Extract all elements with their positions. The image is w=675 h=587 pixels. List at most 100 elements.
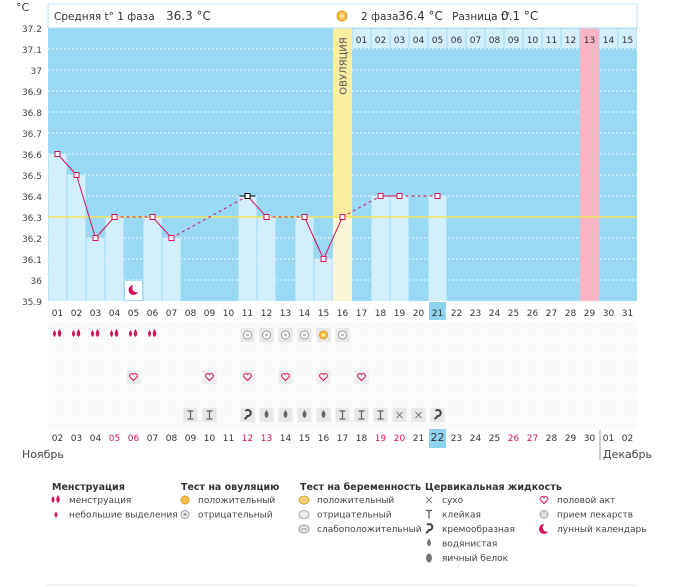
- menstruation-icon: [129, 329, 138, 337]
- legend-item-label: половой акт: [557, 496, 615, 506]
- heart-cell: [240, 370, 255, 384]
- top-day-cell: [409, 29, 428, 48]
- menstruation-icon: [72, 329, 81, 337]
- date-label: 01: [603, 434, 614, 444]
- phase2-value: 36.4 °C: [398, 9, 443, 23]
- top-day-cell: [542, 29, 561, 48]
- legend-creamy-icon: [425, 523, 434, 534]
- y-tick-label: 36.2: [22, 235, 42, 245]
- date-label: 06: [128, 434, 140, 444]
- top-day-label: 11: [546, 36, 557, 46]
- legend-watery-icon: [427, 538, 431, 547]
- drop-shape: [56, 495, 60, 503]
- date-label: 03: [71, 434, 82, 444]
- cycle-day-label: 19: [394, 309, 406, 319]
- temperature-series: [54, 151, 441, 262]
- cycle-day-label: 08: [185, 309, 197, 319]
- test-center: [322, 333, 325, 337]
- fluid-shape: [396, 411, 403, 419]
- shape: [183, 513, 187, 516]
- date-label: 07: [147, 434, 158, 444]
- legend-pill-icon: [539, 510, 549, 519]
- date-label: 12: [242, 434, 253, 444]
- y-tick-label: 35.9: [22, 298, 42, 308]
- temperature-point: [244, 193, 251, 199]
- heart-shape: [281, 373, 290, 382]
- temperature-segment: [95, 216, 115, 239]
- drop-shape: [95, 329, 100, 337]
- drop-shape: [129, 330, 132, 337]
- top-day-cell: [390, 29, 409, 48]
- cycle-day-label: 29: [584, 309, 596, 319]
- legend: Менструация менструация небольшие выделени…: [51, 482, 647, 564]
- top-day-cell: [580, 29, 599, 48]
- ovulation-negative-icon: [259, 328, 274, 342]
- fluid-sticky-icon: [335, 408, 350, 422]
- top-day-cell: [561, 29, 580, 48]
- date-label: 02: [622, 434, 633, 444]
- drop-shape: [91, 330, 94, 337]
- heart-shape: [205, 373, 214, 382]
- fluid-sticky-icon: [373, 408, 388, 422]
- fluid-shape: [321, 410, 326, 418]
- legend-ov-neg-icon: [180, 510, 190, 519]
- cycle-day-label: 15: [318, 309, 329, 319]
- heart-shape: [129, 373, 138, 382]
- date-label: 19: [375, 434, 387, 444]
- ovulation-negative-icon: [335, 328, 350, 342]
- fluid-dry-icon: [411, 408, 426, 422]
- legend-item-label: отрицательный: [198, 511, 273, 521]
- temperature-bar: [86, 238, 105, 301]
- top-day-cell: [371, 29, 390, 48]
- temperature-segment: [76, 174, 96, 239]
- y-tick-label: 36.3: [22, 214, 42, 224]
- cycle-day-label: 28: [565, 309, 577, 319]
- fluid-sticky-icon: [354, 408, 369, 422]
- current-day-highlight: [429, 302, 446, 320]
- cycle-day-label: 18: [375, 309, 387, 319]
- heart-cell: [126, 370, 141, 384]
- temperature-bar: [48, 154, 67, 301]
- legend-title: Цервикальная жидкость: [425, 482, 562, 493]
- y-tick-label: 37: [31, 67, 42, 77]
- shape: [298, 510, 310, 519]
- drop-shape: [114, 329, 119, 337]
- drop-shape: [76, 329, 81, 337]
- legend-item-label: лунный календарь: [557, 525, 647, 535]
- temperature-bar: [67, 175, 86, 301]
- ovulation-label: ОВУЛЯЦИЯ: [339, 37, 350, 95]
- top-day-cell: [466, 29, 485, 48]
- ovulation-negative-icon: [297, 328, 312, 342]
- y-tick-label: 36.8: [22, 109, 42, 119]
- cycle-day-label: 22: [451, 309, 462, 319]
- fluid-creamy-icon: [430, 408, 445, 422]
- ovulation-negative-icon: [240, 328, 255, 342]
- legend-item-label: прием лекарств: [557, 511, 633, 521]
- fluid-shape: [187, 410, 194, 420]
- temperature-point: [263, 214, 270, 220]
- y-tick-label: 36: [31, 277, 43, 287]
- phase1-label: Средняя t° 1 фаза: [54, 11, 155, 23]
- temperature-bar: [257, 217, 276, 301]
- date-label: 28: [546, 434, 558, 444]
- date-label: 13: [261, 434, 272, 444]
- fluid-shape: [206, 410, 213, 420]
- date-label: 05: [109, 434, 120, 444]
- temperature-segment: [323, 216, 343, 260]
- top-day-label: 15: [622, 36, 633, 46]
- temperature-point: [168, 235, 175, 241]
- y-tick-label: 36.5: [22, 172, 42, 182]
- cycle-day-label: 25: [508, 309, 519, 319]
- fluid-dry-icon: [392, 408, 407, 422]
- top-day-label: 07: [470, 36, 481, 46]
- difference-label: Разница t°: [452, 11, 510, 23]
- heart-icon: [278, 370, 293, 384]
- test-center: [265, 333, 268, 337]
- legend-pr-weak-icon: [298, 524, 310, 534]
- heart-shape: [243, 373, 252, 382]
- cycle-day-label: 24: [489, 309, 501, 319]
- top-day-cell: [504, 29, 523, 48]
- cycle-day-labels: 01 02 03 04 05 06 07 08 09 10 11 12 13 14 15 16 17 18 19 20…: [52, 302, 633, 320]
- y-axis-unit: °C: [16, 1, 30, 14]
